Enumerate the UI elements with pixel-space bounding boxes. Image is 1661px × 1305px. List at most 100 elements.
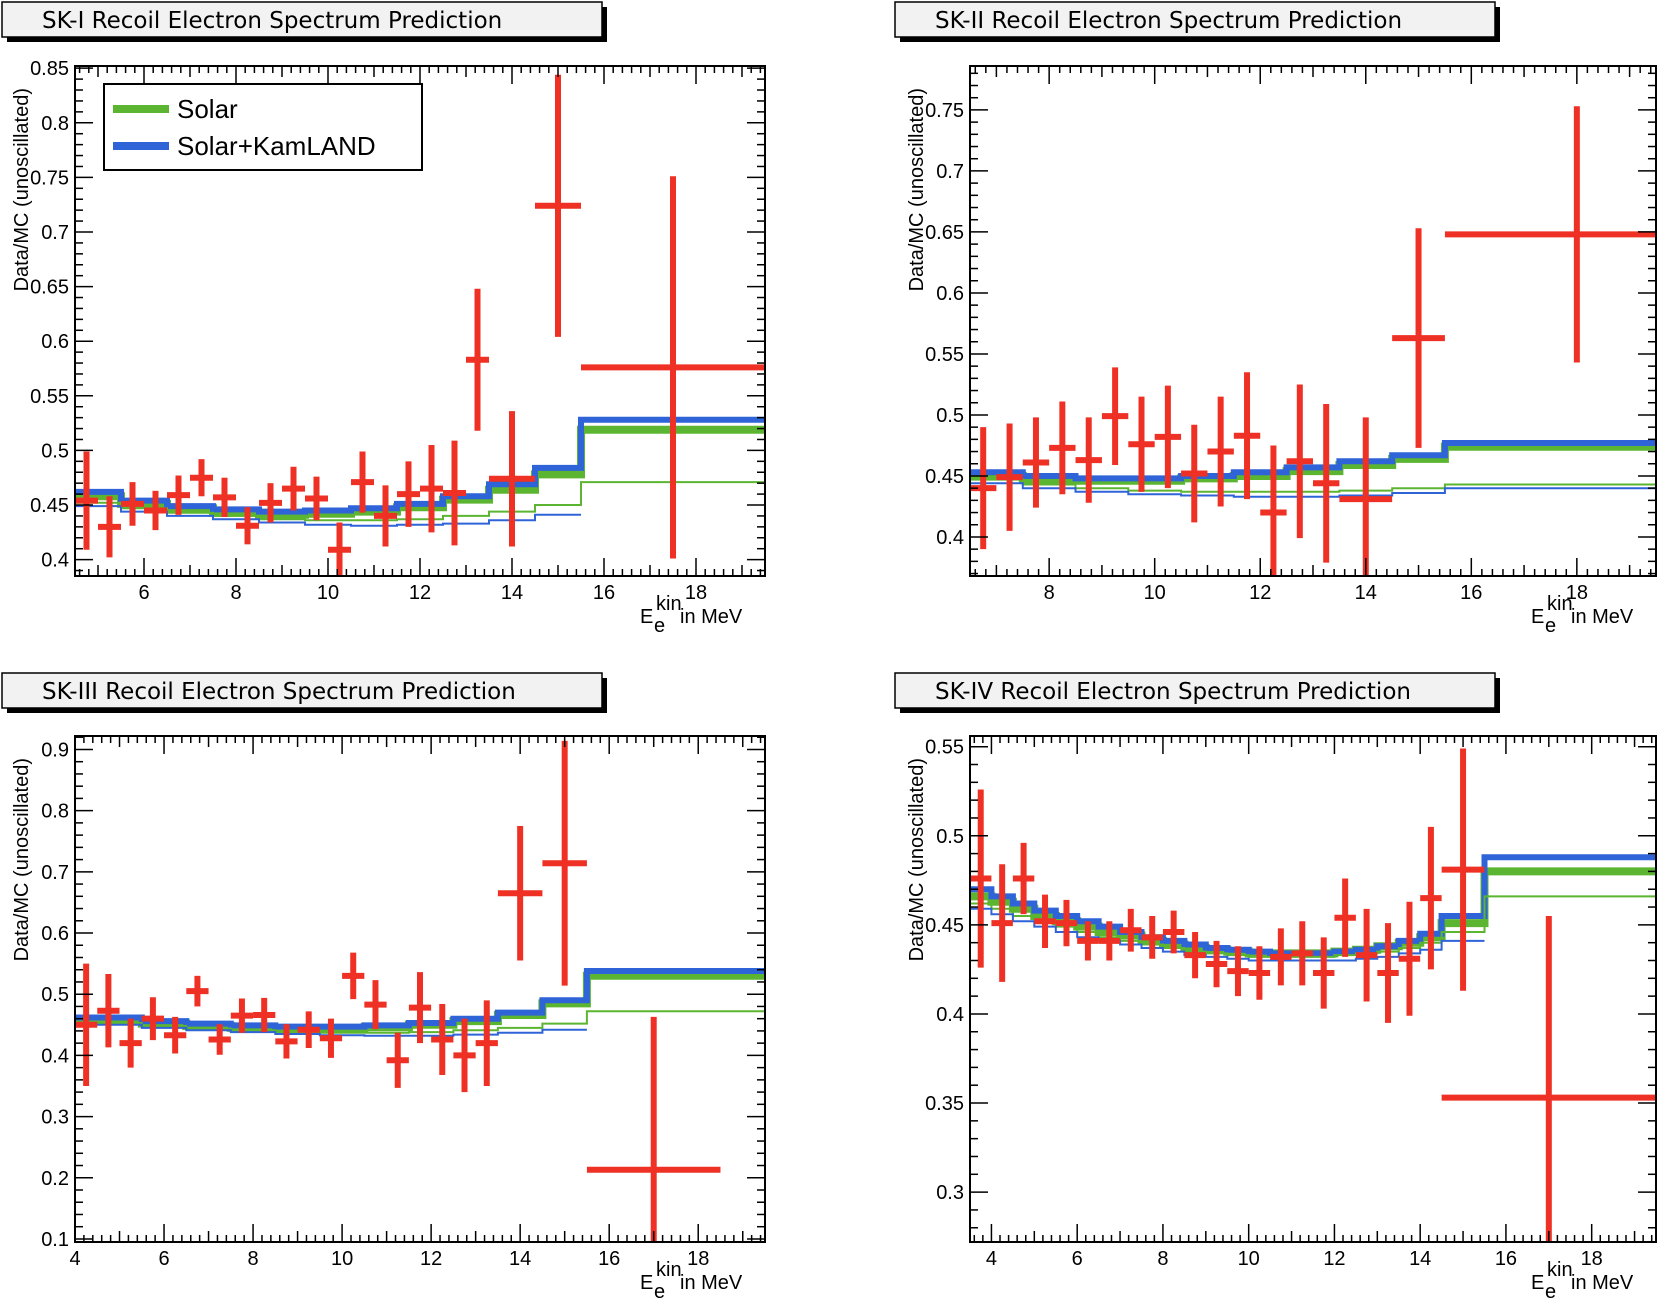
x-tick-label: 6 <box>138 582 149 604</box>
data-point <box>1260 445 1287 576</box>
x-tick-label: 6 <box>1072 1248 1083 1270</box>
data-point <box>167 475 190 515</box>
x-axis-label-suffix: in MeV <box>680 1272 743 1294</box>
x-axis-label-sub: e <box>1545 1281 1556 1303</box>
data-point <box>1120 908 1142 952</box>
data-point <box>1248 946 1271 1000</box>
chart-title: SK-IV Recoil Electron Spectrum Predictio… <box>935 679 1411 705</box>
data-point <box>497 825 543 961</box>
x-tick-label: 8 <box>1044 582 1055 604</box>
data-point <box>1055 899 1078 947</box>
x-axis-label-sub: e <box>654 615 665 637</box>
chart-title: SK-II Recoil Electron Spectrum Predictio… <box>935 8 1402 34</box>
y-tick-label: 0.4 <box>936 527 964 549</box>
x-tick-label: 16 <box>598 1248 620 1270</box>
y-tick-label: 0.5 <box>41 440 69 462</box>
x-tick-label: 16 <box>1460 582 1482 604</box>
data-point <box>305 476 328 521</box>
solar-series-line <box>970 478 1656 493</box>
data-point <box>213 477 236 518</box>
data-point <box>141 997 165 1041</box>
data-point <box>208 1024 231 1055</box>
x-axis-label-suffix: in MeV <box>1571 606 1634 628</box>
x-axis-label-sup: kin <box>1547 1259 1573 1281</box>
data-point <box>1207 396 1234 507</box>
kamland-series-line <box>970 482 1656 498</box>
data-point <box>1049 401 1076 495</box>
data-point <box>164 1016 187 1054</box>
y-tick-label: 0.5 <box>936 405 964 427</box>
data-point <box>1398 901 1421 1016</box>
data-point <box>1233 372 1261 500</box>
y-tick-label: 0.1 <box>41 1229 69 1251</box>
panel-2: SK-II Recoil Electron Spectrum Predictio… <box>894 1 1657 637</box>
y-tick-label: 0.65 <box>925 222 964 244</box>
kamland-series-line <box>75 1023 587 1037</box>
data-point <box>431 1003 454 1075</box>
data-point <box>1012 842 1035 915</box>
data-point <box>297 1011 320 1049</box>
x-axis-label-main: E <box>640 1272 653 1294</box>
y-axis-label: Data/MC (unoscillated) <box>906 88 928 291</box>
y-tick-label: 0.9 <box>41 739 69 761</box>
data-point <box>1098 921 1121 961</box>
y-tick-label: 0.45 <box>30 495 69 517</box>
y-tick-label: 0.45 <box>925 915 964 937</box>
x-tick-label: 18 <box>685 582 707 604</box>
x-tick-label: 18 <box>1581 1248 1603 1270</box>
y-tick-label: 0.8 <box>41 801 69 823</box>
plot-area <box>75 740 765 1242</box>
y-tick-label: 0.75 <box>925 100 964 122</box>
data-point <box>342 952 365 1000</box>
y-tick-label: 0.4 <box>936 1004 964 1026</box>
legend-box <box>103 83 423 171</box>
data-point <box>1101 367 1129 465</box>
y-tick-label: 0.7 <box>41 222 69 244</box>
data-point <box>190 459 213 497</box>
x-tick-label: 14 <box>501 582 523 604</box>
y-tick-label: 0.5 <box>936 826 964 848</box>
data-point <box>1075 417 1102 503</box>
x-tick-label: 14 <box>1409 1248 1431 1270</box>
data-point <box>374 485 397 547</box>
solar-series-line <box>970 895 1656 958</box>
data-point <box>1291 921 1313 986</box>
y-tick-label: 0.55 <box>30 386 69 408</box>
data-point <box>1184 931 1206 979</box>
legend-solar-label: Solar <box>177 94 238 124</box>
plot-frame <box>74 735 766 1243</box>
data-point <box>453 1018 476 1093</box>
plot-frame <box>969 65 1657 577</box>
legend: Solar Solar+KamLAND <box>103 83 423 171</box>
data-point <box>1444 106 1656 363</box>
plot-area <box>970 106 1656 576</box>
y-axis-label: Data/MC (unoscillated) <box>11 758 33 961</box>
kamland-series-line <box>970 440 1656 482</box>
x-axis-label-sup: kin <box>656 593 682 615</box>
data-point <box>475 1000 498 1086</box>
x-tick-label: 6 <box>158 1248 169 1270</box>
data-point <box>351 451 374 513</box>
panel-3: SK-III Recoil Electron Spectrum Predicti… <box>1 672 766 1303</box>
data-point <box>1205 940 1228 988</box>
x-tick-label: 10 <box>1144 582 1166 604</box>
x-tick-label: 12 <box>420 1248 442 1270</box>
data-point <box>1141 915 1163 959</box>
data-point <box>1270 928 1292 986</box>
data-point <box>489 411 535 547</box>
x-axis-label-sup: kin <box>1547 593 1573 615</box>
y-tick-label: 0.4 <box>41 550 69 572</box>
data-point <box>144 490 167 531</box>
data-point <box>1128 396 1155 492</box>
solar-series-line <box>970 867 1656 958</box>
data-point <box>1077 921 1099 961</box>
x-axis-label-sub: e <box>1545 615 1556 637</box>
data-point <box>1162 910 1185 954</box>
y-tick-label: 0.55 <box>925 344 964 366</box>
x-axis-label-sup: kin <box>656 1259 682 1281</box>
x-tick-label: 18 <box>1566 582 1588 604</box>
y-tick-label: 0.8 <box>41 113 69 135</box>
y-tick-label: 0.3 <box>41 1107 69 1129</box>
